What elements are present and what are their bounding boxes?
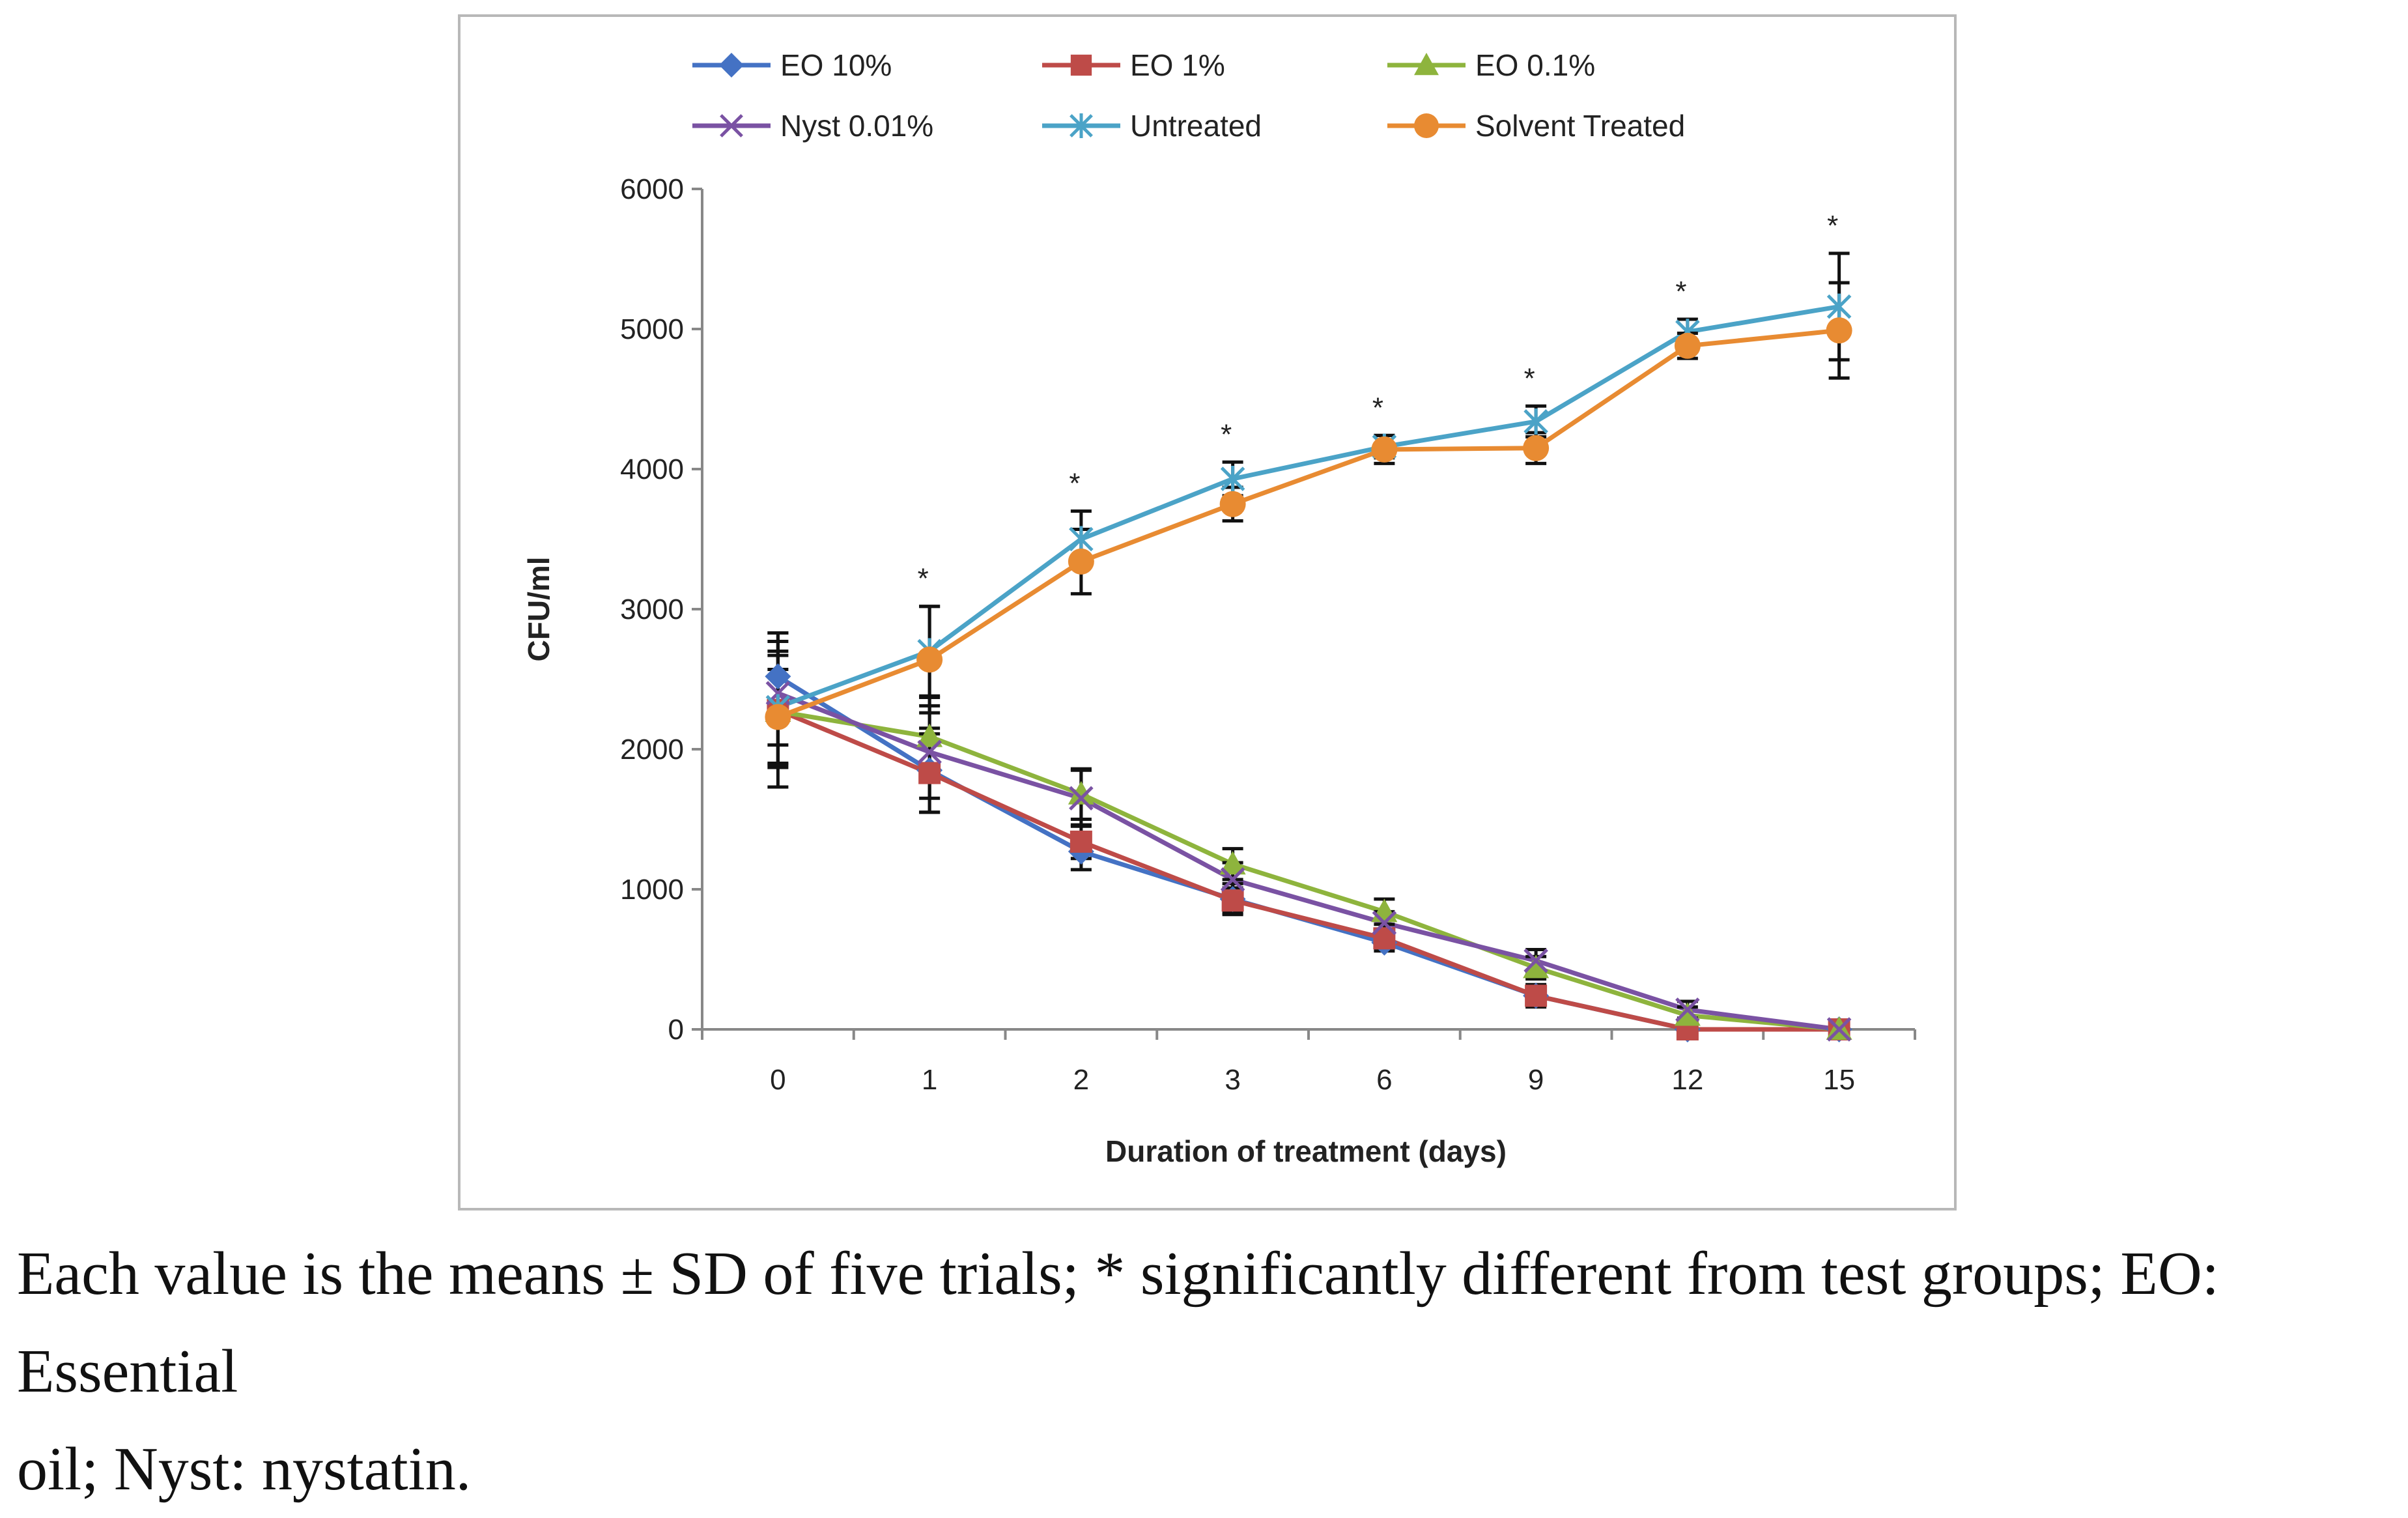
- data-point: [1069, 786, 1094, 811]
- caption-line-2: oil; Nyst: nystatin.: [17, 1435, 472, 1503]
- legend-marker: [1414, 113, 1439, 138]
- series-line: [777, 328, 1839, 719]
- data-point: [1523, 408, 1548, 435]
- series-line: [777, 708, 1839, 1032]
- data-point: [916, 646, 943, 673]
- caption-line-1: Each value is the means ± SD of five tri…: [17, 1240, 2219, 1405]
- y-tick-label: 6000: [620, 173, 684, 205]
- data-point: [1068, 548, 1094, 575]
- data-point: [1069, 526, 1094, 552]
- legend-marker: [720, 114, 743, 137]
- data-point: [1674, 332, 1701, 359]
- data-point: [1826, 293, 1852, 320]
- data-point: [1371, 436, 1398, 463]
- data-point: [917, 739, 942, 765]
- plot-area: * * * * * * *: [765, 210, 1852, 1042]
- data-point: [1523, 435, 1550, 461]
- x-tick-label: 15: [1823, 1064, 1855, 1096]
- data-point: [918, 762, 941, 784]
- data-point: [1523, 948, 1548, 973]
- y-tick-label: 1000: [620, 874, 684, 906]
- significance-marker: *: [1524, 362, 1535, 394]
- significance-marker: *: [1372, 392, 1383, 423]
- legend-label: Nyst 0.01%: [780, 109, 933, 143]
- data-point: [765, 704, 791, 730]
- data-point: [1220, 466, 1245, 493]
- y-tick-label: 5000: [620, 313, 684, 345]
- figure-caption: Each value is the means ± SD of five tri…: [17, 1225, 2394, 1518]
- y-tick-label: 2000: [620, 734, 684, 766]
- y-tick-label: 0: [668, 1014, 684, 1046]
- data-point: [1221, 889, 1244, 912]
- data-point: [1826, 1017, 1852, 1042]
- legend-label: EO 10%: [780, 48, 892, 82]
- y-axis-label: CFU/ml: [522, 557, 556, 662]
- x-tick-label: 9: [1528, 1064, 1544, 1096]
- data-point: [1069, 830, 1092, 853]
- x-axis-label: Duration of treatment (days): [1105, 1134, 1507, 1168]
- legend: EO 10% EO 1% EO 0.1% Nyst 0.01% Untreated Sol…: [692, 48, 1685, 143]
- legend-label: Untreated: [1130, 109, 1262, 143]
- data-point: [1068, 780, 1094, 805]
- legend-marker: [1069, 113, 1093, 138]
- data-point: [916, 723, 943, 747]
- series-line: [777, 691, 1840, 1032]
- significance-marker: *: [1827, 210, 1838, 242]
- data-point: [1826, 317, 1852, 344]
- data-point: [765, 663, 791, 690]
- data-point: [1219, 851, 1246, 875]
- significance-marker: *: [1675, 276, 1686, 308]
- series-line: [777, 709, 1839, 1032]
- x-tick-label: 2: [1073, 1064, 1089, 1096]
- x-tick-label: 0: [770, 1064, 786, 1096]
- significance-marker: *: [1221, 418, 1232, 450]
- data-point: [1525, 984, 1548, 1007]
- legend-marker: [1414, 53, 1439, 76]
- x-tick-label: 1: [922, 1064, 937, 1096]
- data-point: [1220, 867, 1245, 892]
- legend-label: EO 1%: [1130, 48, 1225, 82]
- data-point: [1674, 1002, 1701, 1026]
- data-point: [1675, 997, 1700, 1022]
- data-point: [1372, 910, 1397, 936]
- series-line: [777, 304, 1840, 709]
- data-point: [1523, 954, 1550, 979]
- y-tick-label: 4000: [620, 453, 684, 485]
- significance-marker: *: [1069, 468, 1080, 500]
- legend-marker: [1070, 54, 1092, 76]
- y-tick-label: 3000: [620, 594, 684, 625]
- x-tick-label: 6: [1376, 1064, 1392, 1096]
- significance-marker: *: [918, 563, 929, 595]
- legend-label: Solvent Treated: [1475, 109, 1685, 143]
- legend-label: EO 0.1%: [1475, 48, 1595, 82]
- x-tick-label: 12: [1671, 1064, 1703, 1096]
- data-point: [1219, 491, 1246, 517]
- x-tick-label: 3: [1225, 1064, 1240, 1096]
- legend-marker: [719, 53, 744, 78]
